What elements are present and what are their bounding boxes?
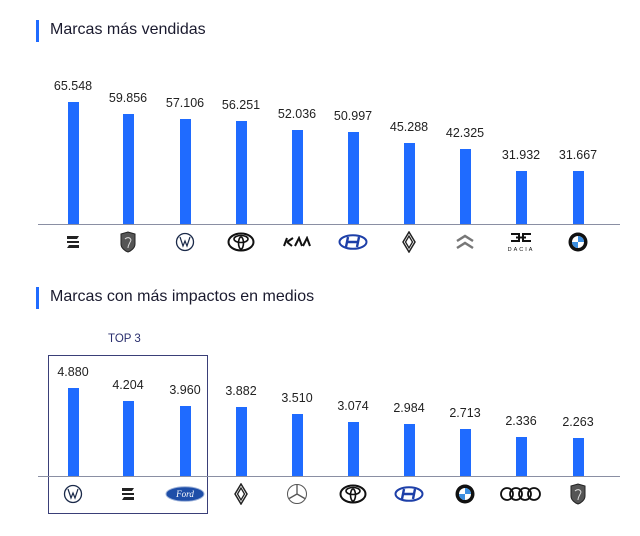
data-label-kia: 52.036 [277,106,317,121]
dacia-logo-icon: DACIA [496,230,546,254]
renault-logo-icon [216,482,266,506]
bar-ford [179,405,191,476]
bar-bmw [572,171,584,224]
hyundai-logo-icon [328,230,378,254]
bar-renault [403,143,415,224]
bar-kia [291,129,303,224]
data-label-audi: 2.336 [505,413,537,428]
bar-dacia [515,170,527,224]
peugeot-logo-icon [103,230,153,254]
bmw-logo-icon [553,230,603,254]
volkswagen-logo-icon [160,230,210,254]
peugeot-logo-icon [553,482,603,506]
data-label-renault: 45.288 [389,120,429,135]
bar-toyota [347,422,359,476]
data-label-seat: 4.204 [112,377,144,392]
svg-text:Ford: Ford [175,489,194,499]
bar-volkswagen [67,387,79,476]
sales-baseline [38,224,620,225]
data-label-mercedes-benz: 3.510 [281,391,313,406]
title-accent [36,287,39,309]
toyota-logo-icon [216,230,266,254]
data-label-ford: 3.960 [169,382,201,397]
bar-peugeot [122,113,134,224]
bar-volkswagen [179,119,191,224]
data-label-toyota: 56.251 [221,97,261,112]
renault-logo-icon [384,230,434,254]
kia-logo-icon [272,230,322,254]
toyota-logo-icon [328,482,378,506]
data-label-renault: 3.882 [225,384,257,399]
data-label-dacia: 31.932 [501,147,541,162]
bar-peugeot [572,437,584,476]
bar-hyundai [403,424,415,476]
top3-highlight-box [48,355,208,514]
citro-n-logo-icon [440,230,490,254]
bar-audi [515,436,527,476]
bar-renault [235,407,247,476]
data-label-peugeot: 59.856 [108,90,148,105]
data-label-hyundai: 50.997 [333,108,373,123]
bar-seat [67,101,79,224]
media-baseline [38,476,620,477]
data-label-hyundai: 2.984 [393,401,425,416]
seat-logo-icon [103,482,153,506]
mercedes-benz-logo-icon [272,482,322,506]
hyundai-logo-icon [384,482,434,506]
data-label-peugeot: 2.263 [562,414,594,429]
bmw-logo-icon [440,482,490,506]
data-label-bmw: 2.713 [449,406,481,421]
bar-mercedes-benz [291,414,303,476]
data-label-toyota: 3.074 [337,399,369,414]
title-accent [36,20,39,42]
bar-citro-n [459,149,471,224]
data-label-seat: 65.548 [53,78,93,93]
bar-toyota [235,120,247,224]
chart-title-media: Marcas con más impactos en medios [50,288,315,305]
chart-title-sales: Marcas más vendidas [50,21,206,38]
bar-hyundai [347,131,359,224]
bar-seat [122,400,134,476]
data-label-volkswagen: 57.106 [165,96,205,111]
ford-logo-icon: Ford [160,482,210,506]
data-label-citro-n: 42.325 [445,126,485,141]
volkswagen-logo-icon [48,482,98,506]
data-label-bmw: 31.667 [558,148,598,163]
top3-label: TOP 3 [108,333,141,345]
seat-logo-icon [48,230,98,254]
audi-logo-icon [496,482,546,506]
data-label-volkswagen: 4.880 [57,364,89,379]
svg-text:DACIA: DACIA [508,247,535,253]
bar-bmw [459,429,471,476]
